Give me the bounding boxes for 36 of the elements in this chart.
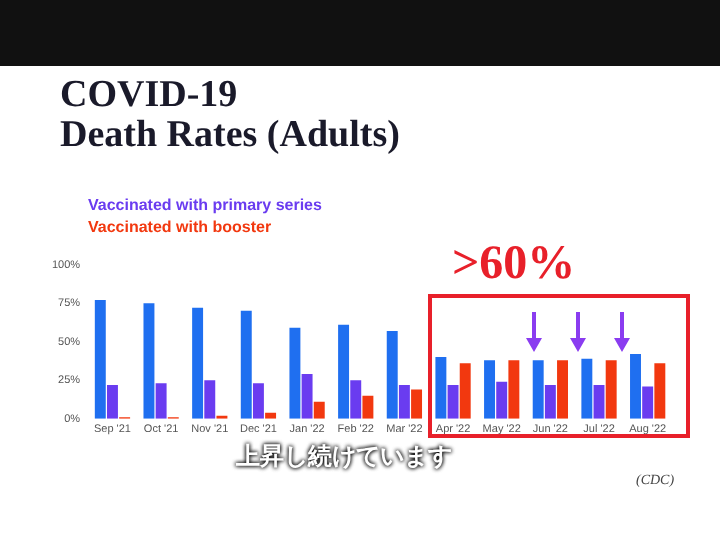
bar	[581, 358, 593, 419]
chart-title: COVID-19 Death Rates (Adults)	[60, 74, 400, 156]
bar	[544, 384, 556, 419]
bar	[143, 303, 155, 419]
bar	[155, 383, 167, 419]
bar	[435, 357, 447, 419]
bar	[496, 381, 508, 419]
text: 上昇し続けています	[236, 442, 452, 470]
bar	[605, 360, 617, 419]
bar	[459, 363, 471, 419]
bar	[362, 395, 374, 419]
bar	[484, 360, 496, 419]
bar	[630, 354, 641, 419]
bar	[252, 383, 264, 419]
bar	[289, 327, 301, 419]
bar	[508, 360, 520, 419]
bar	[301, 374, 313, 419]
bar	[240, 310, 252, 419]
bar	[94, 300, 106, 419]
bar	[338, 324, 350, 419]
bar	[447, 384, 459, 419]
bar	[106, 384, 118, 419]
bar	[313, 401, 325, 419]
bar	[192, 307, 204, 419]
bar	[557, 360, 568, 419]
annotation: >60%	[452, 238, 576, 290]
bar	[350, 380, 362, 419]
bar	[654, 363, 666, 419]
bar	[204, 380, 216, 419]
bar	[532, 360, 544, 419]
bar	[411, 389, 423, 419]
bar	[398, 384, 410, 419]
bar	[386, 330, 398, 419]
text: Vaccinated with primary series	[88, 194, 322, 216]
text: Vaccinated with booster	[88, 216, 274, 238]
bar	[642, 386, 654, 419]
